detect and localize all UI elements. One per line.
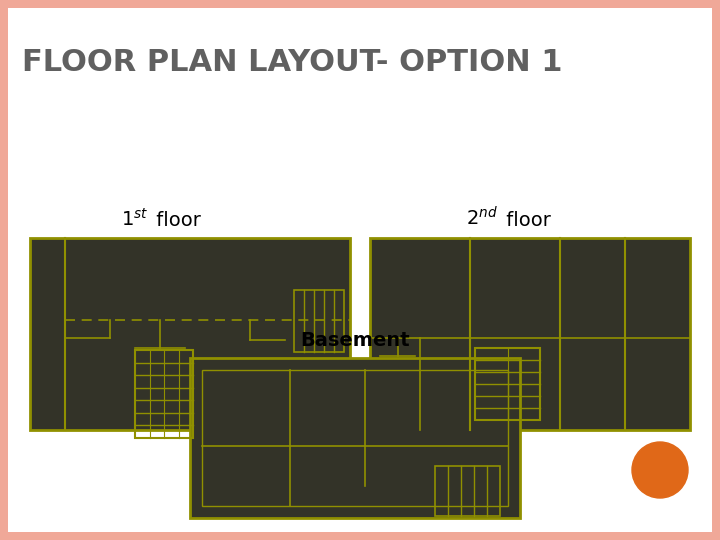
Bar	[435, 466, 500, 516]
Circle shape	[632, 442, 688, 498]
Bar	[190, 358, 520, 518]
Bar	[135, 350, 193, 438]
Text: FLOOR PLAN LAYOUT- OPTION 1: FLOOR PLAN LAYOUT- OPTION 1	[22, 48, 562, 77]
Bar	[202, 370, 508, 506]
Bar	[294, 290, 344, 352]
Text: $1^{st}$: $1^{st}$	[120, 208, 148, 230]
Text: Basement: Basement	[300, 331, 410, 350]
Text: floor: floor	[150, 211, 201, 230]
Bar	[475, 348, 540, 420]
Bar	[30, 238, 350, 430]
Bar	[370, 238, 690, 430]
Text: $2^{nd}$: $2^{nd}$	[466, 207, 498, 230]
Text: floor: floor	[500, 211, 551, 230]
